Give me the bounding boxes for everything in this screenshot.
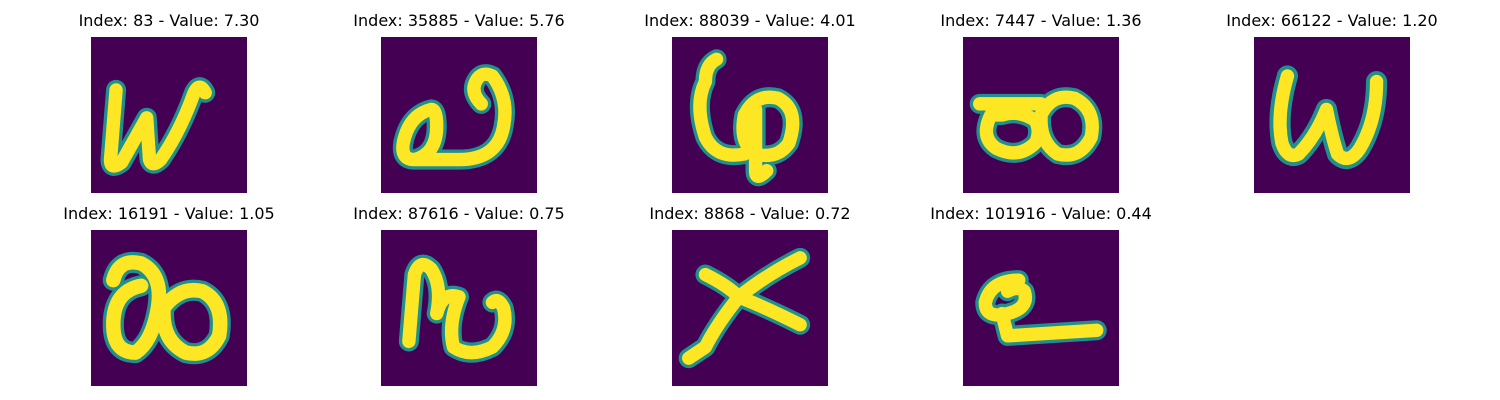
digit-image <box>963 37 1119 193</box>
panel-title: Index: 88039 - Value: 4.01 <box>644 11 856 30</box>
panel-title: Index: 87616 - Value: 0.75 <box>353 204 565 223</box>
panel: Index: 35885 - Value: 5.76 <box>353 11 565 193</box>
panel: Index: 8868 - Value: 0.72 <box>649 204 851 386</box>
digit-image <box>963 230 1119 386</box>
panel-title: Index: 101916 - Value: 0.44 <box>930 204 1152 223</box>
panel: Index: 7447 - Value: 1.36 <box>940 11 1142 193</box>
digit-image <box>672 230 828 386</box>
panel-title: Index: 8868 - Value: 0.72 <box>649 204 851 223</box>
panel-title: Index: 83 - Value: 7.30 <box>78 11 260 30</box>
panel: Index: 16191 - Value: 1.05 <box>63 204 275 386</box>
digit-image <box>91 230 247 386</box>
panel: Index: 88039 - Value: 4.01 <box>644 11 856 193</box>
w-glyph <box>100 77 216 176</box>
x-glyph <box>678 247 811 369</box>
w-glyph <box>1269 65 1388 169</box>
digit-image <box>381 37 537 193</box>
eight-glyph <box>102 251 231 365</box>
panel: Index: 101916 - Value: 0.44 <box>930 204 1152 386</box>
double-loop-glyph <box>969 87 1103 166</box>
loop-line-glyph <box>975 270 1107 346</box>
loop-hook-glyph <box>392 64 515 170</box>
panel-title: Index: 7447 - Value: 1.36 <box>940 11 1142 30</box>
loop-stem-glyph <box>689 49 803 187</box>
digit-image <box>91 37 247 193</box>
digit-image <box>672 37 828 193</box>
digit-image <box>381 230 537 386</box>
panel-title: Index: 35885 - Value: 5.76 <box>353 11 565 30</box>
hook-glyph <box>398 254 515 363</box>
digit-image <box>1254 37 1410 193</box>
panel: Index: 87616 - Value: 0.75 <box>353 204 565 386</box>
panel-title: Index: 66122 - Value: 1.20 <box>1226 11 1438 30</box>
panel: Index: 66122 - Value: 1.20 <box>1226 11 1438 193</box>
panel-title: Index: 16191 - Value: 1.05 <box>63 204 275 223</box>
panel: Index: 83 - Value: 7.30 <box>79 11 259 193</box>
